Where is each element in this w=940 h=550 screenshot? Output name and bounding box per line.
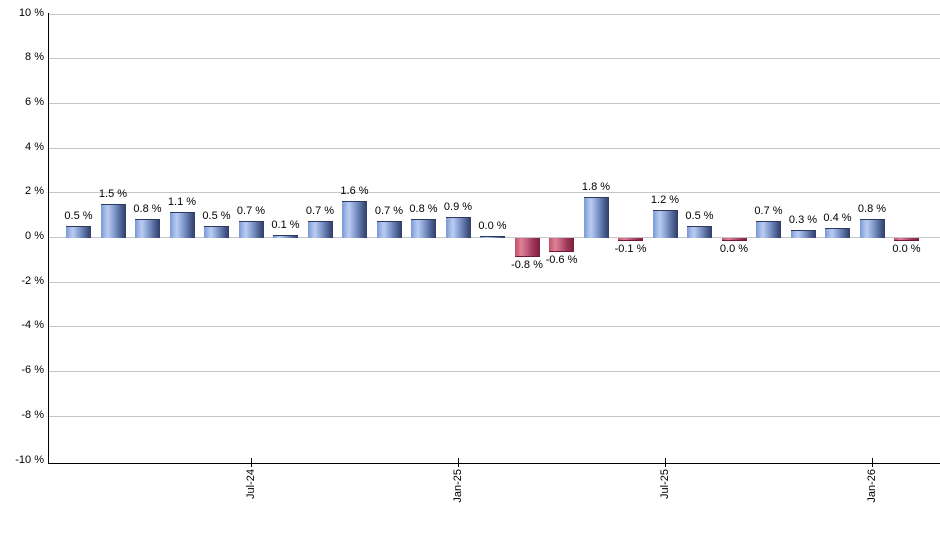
bar (549, 238, 574, 253)
bar (859, 219, 885, 238)
bar-value-label: 0.3 % (788, 214, 818, 227)
x-axis-tick (458, 458, 459, 467)
bar-value-label: 0.7 % (305, 205, 335, 218)
bar (135, 219, 160, 238)
y-axis-tick-label: -2 % (21, 275, 44, 287)
y-axis-tick-label: 4 % (25, 141, 44, 153)
bar-value-label: -0.6 % (545, 254, 578, 267)
bar (514, 238, 540, 257)
bar (411, 219, 436, 238)
y-axis-tick-label: 2 % (25, 185, 44, 197)
bar (100, 203, 126, 238)
bar (583, 196, 609, 238)
gridline (48, 103, 940, 104)
bar (894, 238, 919, 241)
y-axis-line (48, 13, 49, 463)
gridline (48, 326, 940, 327)
bar-value-label: 0.0 % (719, 242, 749, 255)
y-axis-tick-label: -6 % (21, 364, 44, 376)
bar-value-label: -0.8 % (511, 258, 543, 271)
gridline (48, 58, 940, 59)
bar-value-label: 0.8 % (409, 203, 438, 216)
gridline (48, 148, 940, 149)
bar (376, 221, 402, 238)
bar (238, 221, 264, 238)
x-axis-line (48, 463, 940, 464)
y-axis-tick-label: -4 % (21, 319, 44, 331)
gridline (48, 192, 940, 193)
bar-value-label: 0.0 % (892, 242, 921, 255)
bar-value-label: 0.7 % (374, 205, 404, 218)
bar (825, 228, 850, 238)
bar-value-label: 1.8 % (581, 180, 611, 193)
bar-value-label: 0.8 % (857, 203, 887, 216)
bar (204, 225, 229, 238)
y-axis-tick-label: -8 % (21, 409, 44, 421)
x-axis-tick-label: Jan-26 (866, 469, 878, 503)
bar (307, 221, 333, 238)
x-axis-tick-label: Jul-24 (245, 469, 257, 499)
bar-value-label: 0.5 % (64, 209, 93, 222)
bar-value-label: 0.0 % (478, 219, 507, 232)
bar-value-label: 0.7 % (754, 205, 783, 218)
bar (756, 221, 781, 238)
bar (618, 238, 643, 242)
bar (273, 234, 298, 238)
bar (790, 230, 816, 238)
bar-value-label: 0.7 % (236, 205, 266, 218)
gridline (48, 14, 940, 15)
bar (445, 216, 471, 238)
bar-value-label: 1.1 % (167, 196, 197, 209)
gridline (48, 371, 940, 372)
y-axis-tick-label: 0 % (25, 230, 44, 242)
bar-value-label: 1.2 % (650, 194, 680, 207)
bar-value-label: 1.6 % (340, 185, 369, 198)
bar-value-label: 0.9 % (443, 200, 473, 213)
x-axis-tick (872, 458, 873, 467)
bar-value-label: 0.5 % (685, 209, 714, 222)
gridline (48, 282, 940, 283)
gridline (48, 416, 940, 417)
x-axis-tick-label: Jan-25 (452, 469, 464, 503)
bar-value-label: 0.1 % (271, 218, 300, 231)
bar-value-label: -0.1 % (614, 243, 647, 256)
bar (687, 225, 712, 238)
bar (169, 212, 195, 238)
bar-value-label: 1.5 % (98, 187, 128, 200)
bar (652, 210, 678, 238)
bar (721, 238, 747, 241)
y-axis-tick-label: 10 % (18, 7, 44, 19)
y-axis-tick-label: 8 % (25, 51, 44, 63)
bar-value-label: 0.4 % (823, 212, 852, 225)
y-axis-tick-label: 6 % (25, 96, 44, 108)
x-axis-tick (251, 458, 252, 467)
x-axis-tick (665, 458, 666, 467)
x-axis-tick-label: Jul-25 (659, 469, 671, 499)
bar (66, 225, 91, 238)
bar (480, 235, 505, 238)
bar-value-label: 0.8 % (133, 203, 162, 216)
bar-value-label: 0.5 % (202, 209, 231, 222)
y-axis-tick-label: -10 % (15, 454, 44, 466)
bar (342, 201, 367, 238)
